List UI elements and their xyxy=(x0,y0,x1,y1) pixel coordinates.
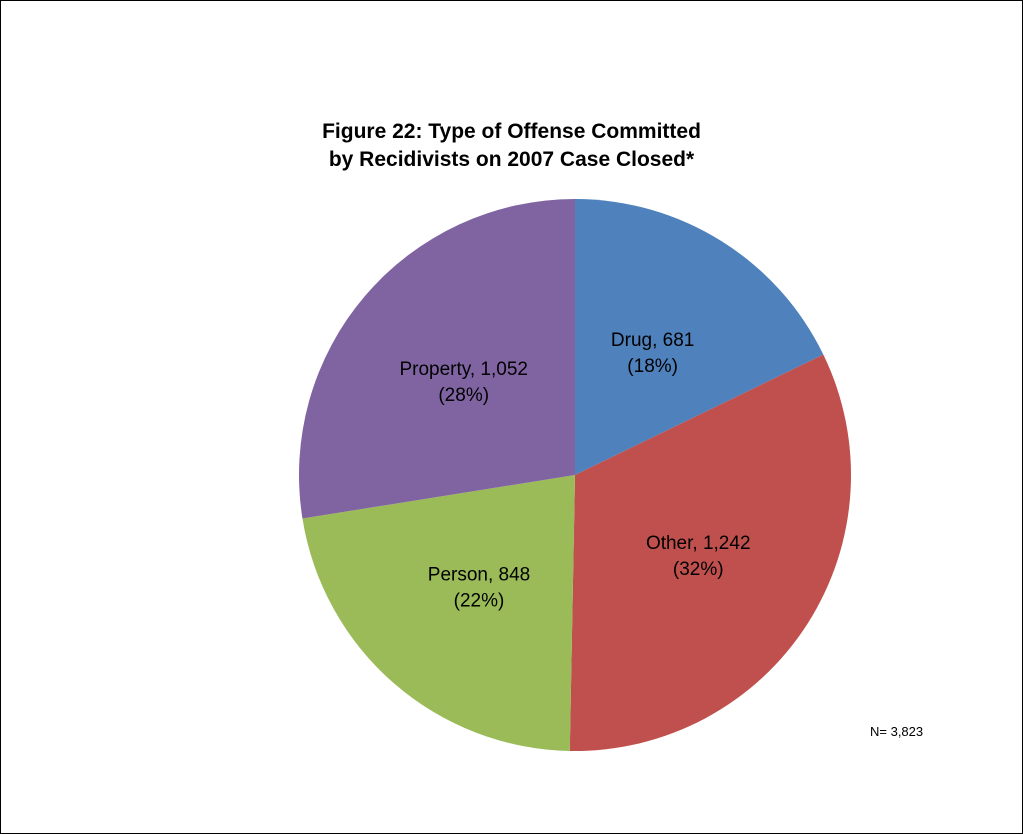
pie-slice-drug xyxy=(575,199,824,475)
pie-label-other-name: Other, 1,242 xyxy=(646,533,751,554)
pie-label-property: Property, 1,052 (28%) xyxy=(399,359,528,406)
pie-label-other: Other, 1,242 (32%) xyxy=(646,533,751,580)
pie-slice-property xyxy=(298,199,575,519)
pie-label-person-name: Person, 848 xyxy=(428,564,530,585)
chart-title: Figure 22: Type of Offense Committed by … xyxy=(0,118,1023,174)
chart-title-line-1: Figure 22: Type of Offense Committed xyxy=(322,120,701,143)
pie-label-person: Person, 848 (22%) xyxy=(428,564,530,611)
chart-title-line-2: by Recidivists on 2007 Case Closed* xyxy=(328,148,695,171)
pie-slices xyxy=(298,199,851,751)
pie-label-person-percent: (22%) xyxy=(454,590,505,611)
pie-labels: Drug, 681 (18%) Other, 1,242 (32%) Person, 8… xyxy=(399,330,750,611)
pie-label-other-percent: (32%) xyxy=(673,559,724,580)
pie-label-drug-name: Drug, 681 xyxy=(611,330,694,351)
sample-size-note: N= 3,823 xyxy=(870,724,924,739)
pie-slice-other xyxy=(569,354,851,751)
pie-label-property-percent: (28%) xyxy=(438,385,489,406)
pie-label-property-name: Property, 1,052 xyxy=(399,359,528,380)
pie-slice-person xyxy=(302,475,575,751)
pie-label-drug: Drug, 681 (18%) xyxy=(611,330,694,377)
pie-label-drug-percent: (18%) xyxy=(627,356,678,377)
